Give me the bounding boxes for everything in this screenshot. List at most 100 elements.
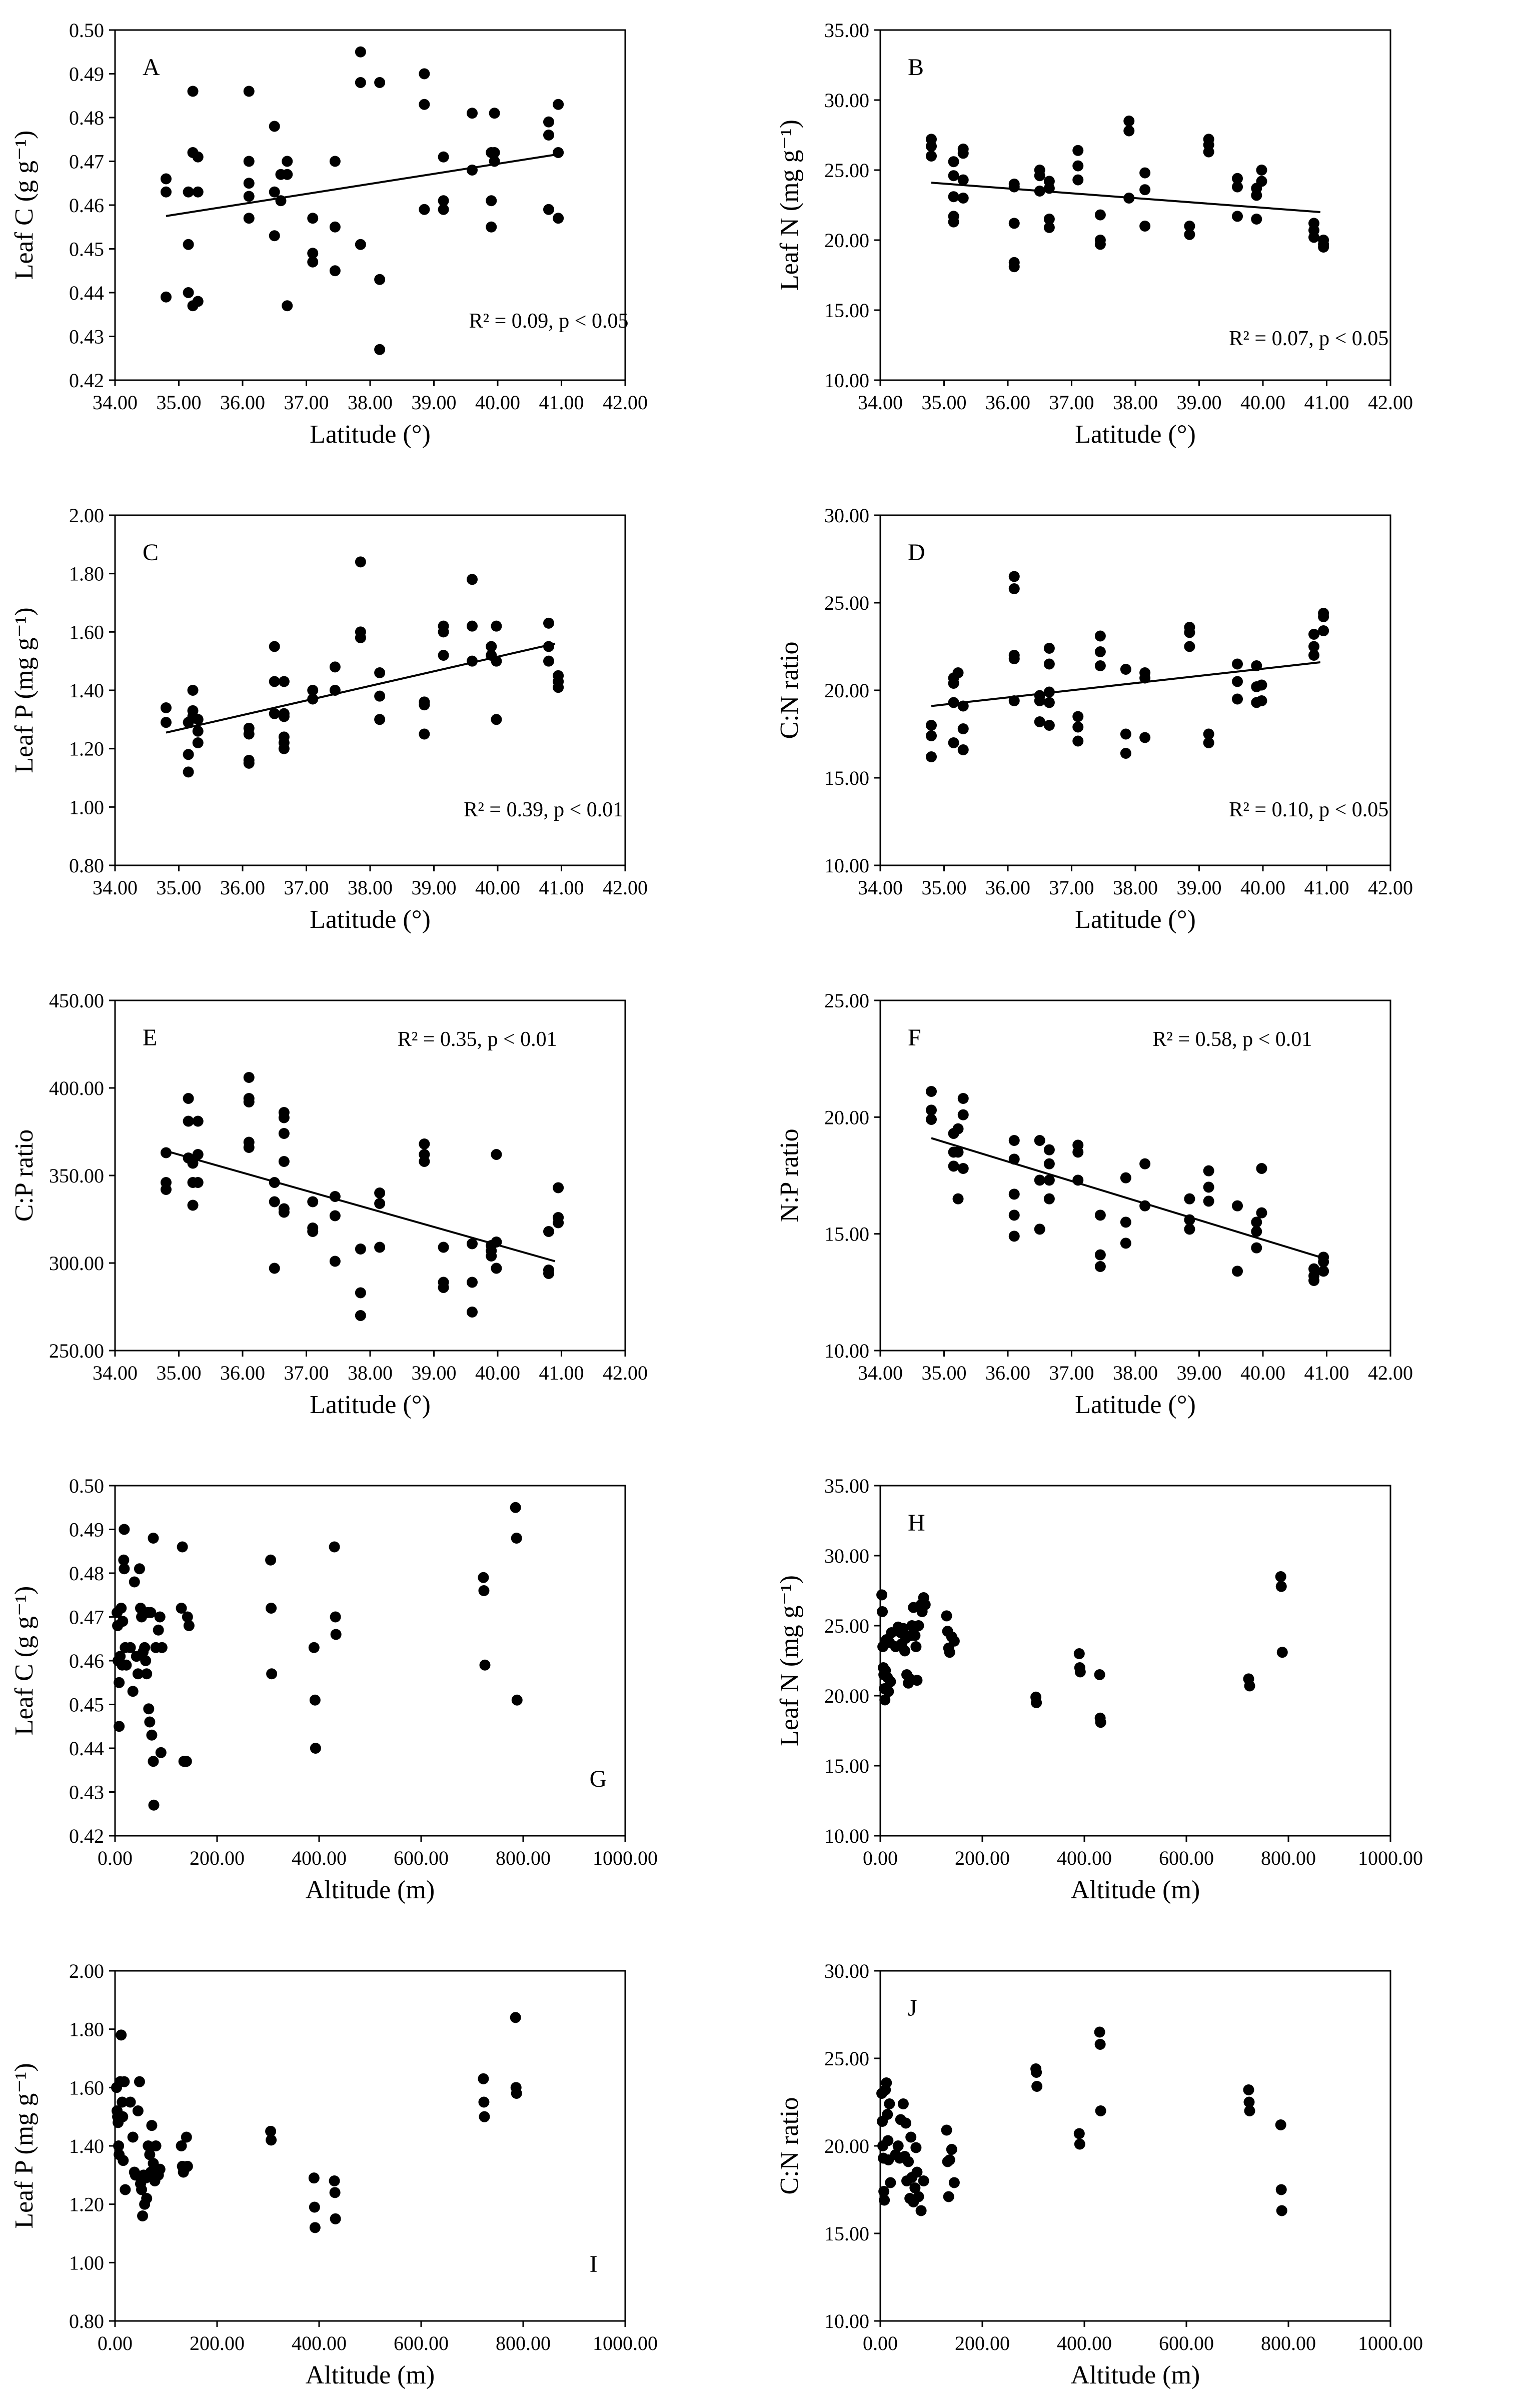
- regression-stats-b: R² = 0.07, p < 0.05: [1229, 327, 1388, 350]
- data-point: [511, 2088, 522, 2099]
- x-axis-label: Altitude (m): [1071, 1876, 1200, 1904]
- y-tick-label: 1.40: [69, 679, 104, 702]
- panel-a: 34.00 35.00 36.00 37.00 38.00 39.00 40.00 41.00…: [10, 19, 648, 449]
- data-point: [355, 1287, 366, 1299]
- panel-letter-f: F: [908, 1024, 921, 1051]
- data-point: [1251, 1217, 1262, 1228]
- data-point: [926, 1114, 937, 1125]
- plot-frame-h: [879, 1485, 1391, 1837]
- data-point: [1031, 1697, 1042, 1708]
- data-point: [309, 2222, 321, 2233]
- y-tick-label: 2.00: [69, 1960, 104, 1982]
- panel-letter-h: H: [908, 1510, 925, 1536]
- data-point: [1072, 174, 1084, 186]
- data-point: [467, 1277, 478, 1288]
- data-point: [1318, 625, 1329, 636]
- data-point: [1072, 711, 1084, 722]
- y-tick-label: 20.00: [824, 2135, 869, 2157]
- data-point: [269, 1177, 280, 1188]
- data-point: [1074, 1666, 1086, 1678]
- data-point: [897, 1623, 909, 1634]
- panel-letter-g: G: [590, 1766, 607, 1792]
- x-tick-label: 400.00: [1057, 2332, 1112, 2354]
- y-tick-label: 1.60: [69, 621, 104, 643]
- data-point: [491, 1149, 502, 1160]
- y-tick-label: 15.00: [824, 2222, 869, 2245]
- data-point: [948, 697, 959, 708]
- data-point: [478, 2096, 490, 2108]
- data-point: [1184, 1193, 1195, 1205]
- x-axis-label: Altitude (m): [306, 1876, 435, 1904]
- data-point: [132, 2105, 144, 2116]
- data-point: [192, 151, 204, 163]
- data-point: [127, 1686, 139, 1697]
- x-tick-label: 41.00: [1304, 1362, 1349, 1384]
- data-point: [243, 1072, 255, 1083]
- data-point: [119, 1563, 130, 1575]
- panel-letter-j: J: [908, 1995, 917, 2021]
- data-point: [1072, 145, 1084, 156]
- x-tick-label: 35.00: [922, 391, 967, 414]
- data-point: [187, 685, 199, 696]
- data-point: [467, 1238, 478, 1250]
- data-point: [913, 2191, 924, 2202]
- y-tick-label: 0.43: [69, 1781, 104, 1804]
- x-tick-label: 0.00: [98, 2332, 133, 2354]
- data-point: [266, 2134, 277, 2146]
- y-tick-label: 350.00: [49, 1164, 104, 1187]
- data-point: [1243, 2096, 1255, 2108]
- y-axis-label: C:P ratio: [10, 1129, 39, 1222]
- data-point: [885, 2177, 896, 2188]
- data-point: [308, 1642, 320, 1653]
- data-point: [1120, 664, 1131, 675]
- y-tick-label: 30.00: [824, 89, 869, 112]
- x-tick-label: 40.00: [1240, 391, 1285, 414]
- data-point: [132, 1668, 144, 1680]
- data-point: [1120, 748, 1131, 759]
- x-tick-label: 37.00: [1049, 391, 1094, 414]
- trendline-f: [931, 1137, 1321, 1259]
- data-point: [553, 682, 564, 693]
- data-point: [183, 287, 194, 298]
- y-axis-label: Leaf C (g g⁻¹): [10, 131, 39, 280]
- data-point: [282, 156, 293, 167]
- data-point: [1072, 721, 1084, 733]
- data-point: [1203, 1195, 1214, 1207]
- data-point: [553, 99, 564, 110]
- data-point: [243, 191, 255, 202]
- data-point: [269, 1196, 280, 1208]
- data-point: [278, 711, 290, 722]
- y-tick-label: 0.50: [69, 19, 104, 42]
- data-point: [355, 239, 366, 250]
- data-point: [926, 1104, 937, 1116]
- data-point: [161, 1184, 172, 1195]
- data-point: [1256, 679, 1267, 691]
- data-point: [883, 1686, 894, 1697]
- data-point: [243, 728, 255, 740]
- data-point: [1123, 125, 1135, 137]
- data-point: [915, 2205, 927, 2216]
- data-point: [309, 2201, 320, 2213]
- x-tick-label: 800.00: [496, 1847, 551, 1869]
- data-point: [1308, 1275, 1319, 1286]
- y-tick-label: 10.00: [824, 1340, 869, 1362]
- data-point: [1203, 737, 1214, 748]
- data-point: [1008, 181, 1020, 193]
- data-point: [307, 248, 319, 259]
- data-point: [329, 1541, 340, 1553]
- y-tick-label: 0.80: [69, 2310, 104, 2332]
- data-point: [467, 165, 478, 176]
- y-tick-label: 25.00: [824, 1615, 869, 1637]
- data-point: [1275, 2119, 1286, 2130]
- data-point: [1120, 1217, 1131, 1228]
- data-point: [419, 99, 430, 110]
- data-point: [120, 2184, 131, 2195]
- data-point: [308, 2172, 320, 2184]
- x-tick-label: 0.00: [98, 1847, 133, 1869]
- y-tick-label: 0.50: [69, 1475, 104, 1497]
- y-tick-label: 2.00: [69, 504, 104, 527]
- x-tick-label: 35.00: [157, 1362, 202, 1384]
- data-point: [1094, 239, 1106, 250]
- data-point: [161, 186, 172, 198]
